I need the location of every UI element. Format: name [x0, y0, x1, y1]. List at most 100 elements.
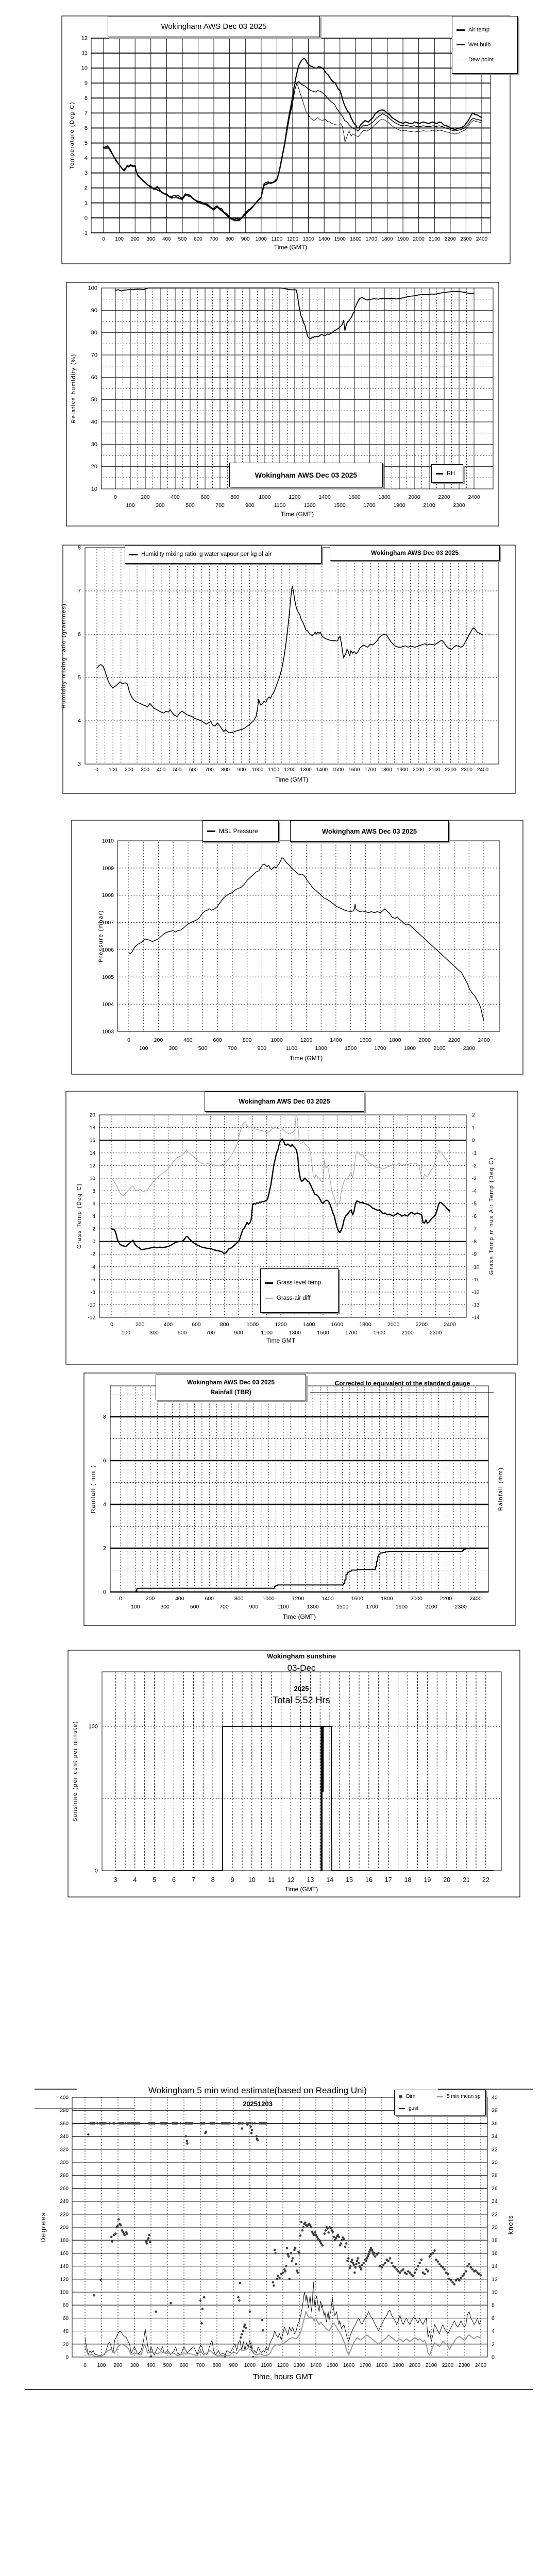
svg-text:800: 800	[221, 767, 230, 773]
svg-text:9: 9	[231, 1876, 234, 1884]
svg-text:0: 0	[492, 2354, 495, 2361]
svg-text:40: 40	[91, 419, 97, 426]
grass-legend-box: Grass level temp Grass-air diff	[260, 1268, 339, 1313]
svg-text:7: 7	[78, 588, 81, 595]
svg-text:19: 19	[424, 1876, 431, 1884]
svg-text:1006: 1006	[102, 947, 114, 953]
legend-label: Dirn	[406, 2094, 416, 2099]
svg-text:0: 0	[84, 215, 88, 221]
pressure-title-box: Wokingham AWS Dec 03 2025	[290, 820, 449, 842]
svg-text:400: 400	[147, 2363, 156, 2368]
svg-text:1200: 1200	[300, 1037, 313, 1043]
svg-text:1900: 1900	[374, 1330, 386, 1336]
svg-text:4: 4	[92, 1214, 95, 1219]
svg-text:1600: 1600	[348, 767, 360, 773]
svg-text:100: 100	[97, 2363, 106, 2368]
svg-text:34: 34	[492, 2133, 498, 2140]
svg-text:2000: 2000	[409, 2363, 421, 2368]
svg-text:2200: 2200	[438, 494, 450, 500]
svg-text:100: 100	[88, 285, 97, 292]
svg-text:-6: -6	[91, 1277, 95, 1283]
svg-text:1100: 1100	[277, 1604, 289, 1610]
svg-text:0: 0	[119, 1596, 122, 1602]
svg-text:1500: 1500	[345, 1045, 357, 1052]
svg-text:-5: -5	[472, 1201, 477, 1207]
svg-text:5: 5	[84, 140, 88, 146]
svg-text:20: 20	[492, 2225, 498, 2231]
svg-text:1500: 1500	[333, 502, 346, 509]
svg-text:18: 18	[492, 2238, 498, 2244]
svg-text:220: 220	[60, 2212, 69, 2217]
svg-text:6: 6	[92, 1201, 95, 1207]
svg-text:12: 12	[90, 1163, 96, 1169]
svg-text:1800: 1800	[378, 494, 391, 500]
svg-text:32: 32	[492, 2146, 498, 2153]
svg-text:2000: 2000	[413, 767, 425, 773]
legend-label: Wet bulb	[468, 42, 491, 48]
svg-text:180: 180	[60, 2238, 69, 2244]
svg-text:2100: 2100	[423, 502, 435, 509]
pressure-legend-box: MSL Pressure	[202, 820, 279, 842]
svg-text:5: 5	[78, 675, 81, 681]
svg-text:700: 700	[219, 1604, 229, 1610]
legend-row-grass-air-diff: Grass-air diff	[265, 1295, 311, 1301]
svg-text:30: 30	[91, 442, 97, 448]
svg-text:700: 700	[228, 1045, 237, 1052]
svg-text:2200: 2200	[445, 767, 457, 773]
svg-text:Time (GMT): Time (GMT)	[281, 511, 314, 518]
legend-row-dew-point: Dew point	[457, 57, 494, 63]
svg-text:10: 10	[248, 1876, 256, 1884]
svg-text:1300: 1300	[307, 1604, 319, 1610]
svg-text:1400: 1400	[318, 494, 331, 500]
svg-text:Rainfall (mm): Rainfall (mm)	[498, 1467, 504, 1511]
svg-text:10: 10	[90, 1176, 96, 1181]
svg-text:1900: 1900	[393, 502, 405, 509]
svg-text:600: 600	[192, 1321, 201, 1328]
svg-text:1008: 1008	[102, 892, 114, 899]
svg-text:300: 300	[149, 1330, 159, 1336]
svg-text:-9: -9	[472, 1252, 477, 1258]
svg-text:2100: 2100	[426, 2363, 437, 2368]
svg-text:2000: 2000	[410, 1596, 422, 1602]
svg-text:1600: 1600	[331, 1321, 344, 1328]
svg-text:1000: 1000	[252, 767, 264, 773]
svg-text:800: 800	[234, 1596, 244, 1602]
svg-text:2: 2	[472, 1113, 475, 1118]
svg-text:40: 40	[63, 2329, 69, 2334]
sunshine-year: 2025	[294, 1685, 309, 1692]
svg-text:1000: 1000	[256, 236, 267, 242]
svg-text:Time, hours GMT: Time, hours GMT	[253, 2372, 313, 2381]
svg-text:10: 10	[492, 2290, 498, 2296]
svg-text:320: 320	[60, 2147, 69, 2153]
svg-text:21: 21	[463, 1876, 470, 1884]
svg-text:300: 300	[160, 1604, 170, 1610]
svg-text:260: 260	[60, 2186, 69, 2192]
svg-text:1700: 1700	[360, 2363, 371, 2368]
svg-text:2400: 2400	[444, 1321, 456, 1328]
svg-text:11: 11	[82, 50, 88, 57]
wind-subtitle: 20251203	[243, 2100, 273, 2108]
svg-text:300: 300	[168, 1045, 178, 1052]
svg-text:600: 600	[200, 494, 210, 500]
svg-text:0: 0	[95, 1868, 98, 1874]
svg-text:1010: 1010	[102, 838, 114, 844]
svg-text:60: 60	[63, 2316, 69, 2321]
svg-text:2400: 2400	[469, 1596, 482, 1602]
wind-title: Wokingham 5 min wind estimate(based on R…	[77, 2086, 438, 2096]
svg-text:1500: 1500	[332, 767, 344, 773]
svg-text:1300: 1300	[302, 236, 314, 242]
svg-text:Grass Temp minus Air Temp (Deg: Grass Temp minus Air Temp (Deg C)	[488, 1157, 495, 1275]
svg-text:400: 400	[164, 1321, 173, 1328]
legend-label: Humidity mixing ratio, g water vapour pe…	[141, 551, 272, 557]
svg-text:1700: 1700	[366, 236, 378, 242]
svg-text:900: 900	[238, 767, 246, 773]
svg-text:16: 16	[90, 1138, 96, 1144]
svg-text:0: 0	[127, 1037, 130, 1043]
svg-text:360: 360	[60, 2121, 69, 2127]
svg-text:1: 1	[84, 200, 88, 206]
svg-text:50: 50	[91, 397, 97, 403]
svg-text:8: 8	[211, 1876, 215, 1884]
svg-text:8: 8	[78, 545, 81, 551]
svg-text:1009: 1009	[102, 865, 114, 871]
